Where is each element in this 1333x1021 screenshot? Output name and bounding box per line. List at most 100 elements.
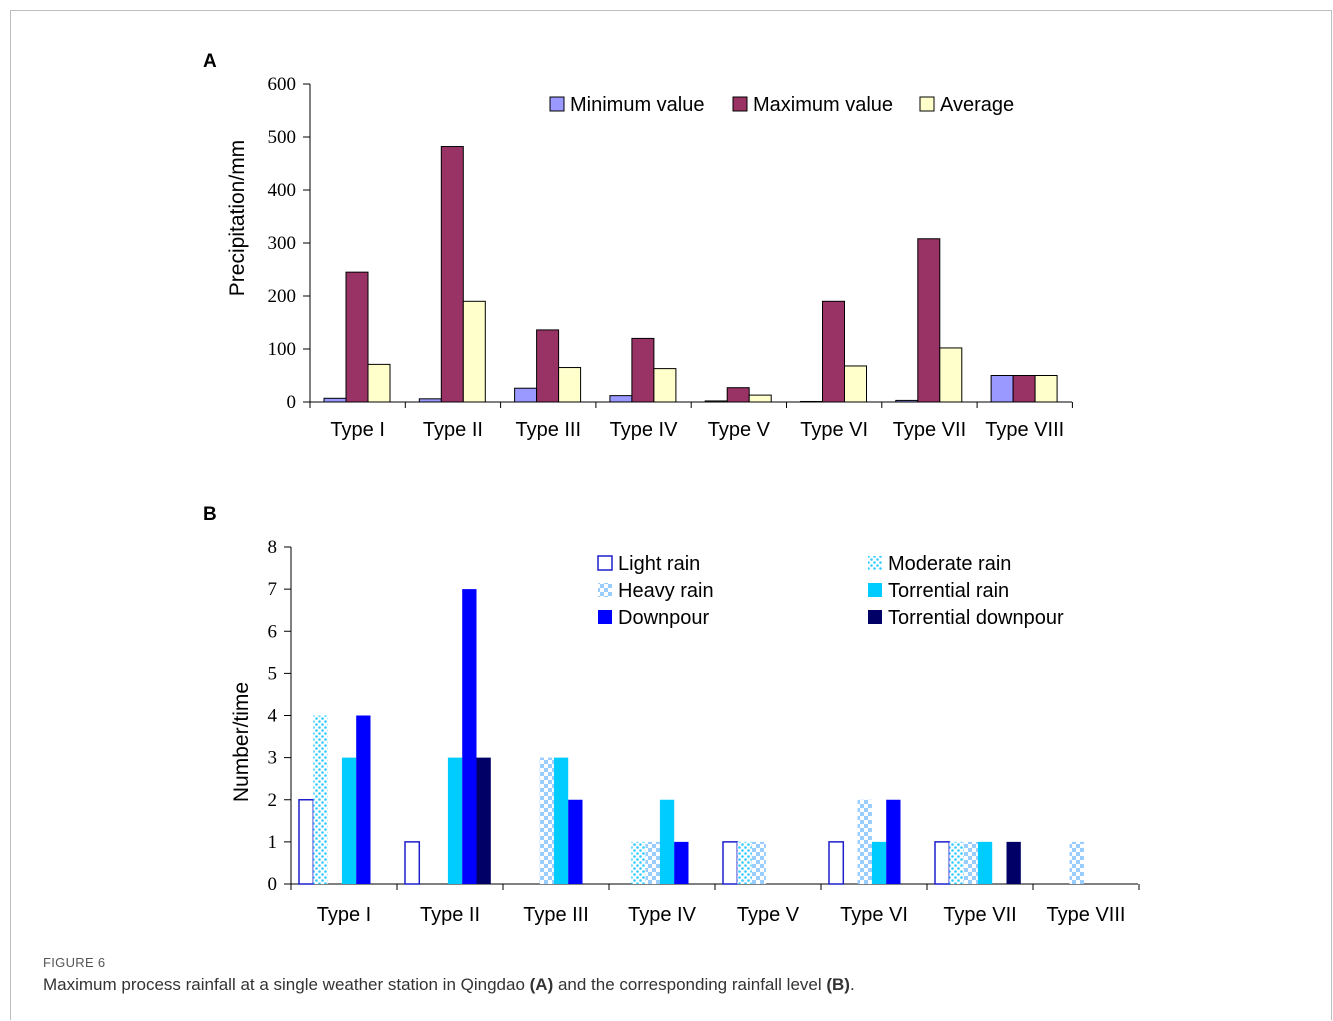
y-tick-label: 200 [268,286,297,307]
bar-b-light-rain-type-v [722,841,739,885]
y-axis-title: Number/time [230,682,253,802]
bar-b-light-rain-type-i [298,799,315,885]
y-tick-label: 0 [268,874,278,895]
caption-text-start: Maximum process rainfall at a single wea… [43,975,530,994]
bar-a-minimum-value-type-iv [609,395,633,403]
chart-b: 0 1 2 3 4 5 6 7 8 Type I Type II Type III Type IV Typ… [230,537,1140,926]
caption-ref-b: (B) [826,975,850,994]
bar-b-torrential-downpour-type-ii [476,757,491,884]
bar-a-minimum-value-type-vi [800,400,823,403]
bar-a-average-type-iii [558,367,582,403]
bar-a-maximum-value-type-v [726,387,750,403]
y-tick-label: 2 [268,790,278,811]
panel-letter-b: B [203,504,217,525]
bar-a-average-type-vii [939,347,963,403]
y-tick-label: 1 [268,832,278,853]
bar-b-moderate-rain-type-i [313,715,328,884]
legend-swatch-maximum-value [732,96,748,112]
bar-b-torrential-downpour-type-vii [1006,841,1021,884]
y-axis-title: Precipitation/mm [226,140,249,296]
legend-swatch-light-rain [597,555,613,571]
bar-b-moderate-rain-type-iv [631,841,646,884]
bar-b-light-rain-type-vi [828,841,845,885]
figure-frame [10,10,1332,1020]
x-tick-label-type-viii: Type VIII [1047,904,1126,926]
legend-label-light-rain: Light rain [618,553,700,575]
y-tick-label: 6 [268,621,278,642]
x-tick-label-type-ii: Type II [423,419,483,441]
bar-b-torrential-rain-type-iii [553,757,569,884]
bar-b-heavy-rain-type-vii [963,841,978,884]
bar-b-downpour-type-vi [886,799,901,884]
legend-swatch-average [919,96,935,112]
bar-a-average-type-v [748,394,772,403]
bar-a-minimum-value-type-ii [418,398,442,403]
bar-b-downpour-type-ii [462,589,477,884]
x-tick-label-type-iv: Type IV [628,904,696,926]
bar-a-maximum-value-type-viii [1012,375,1036,403]
bar-b-downpour-type-i [356,715,371,884]
bar-b-torrential-rain-type-vi [871,841,887,884]
bar-a-average-type-viii [1034,375,1058,403]
legend-swatch-torrential-downpour [868,610,882,624]
bar-b-torrential-rain-type-i [341,757,357,884]
y-tick-label: 3 [268,748,278,769]
bar-a-maximum-value-type-i [345,271,369,403]
bar-a-maximum-value-type-ii [440,146,464,403]
x-tick-label-type-iii: Type III [515,419,581,441]
legend-label-minimum-value: Minimum value [570,94,704,116]
bar-a-minimum-value-type-iii [514,387,538,403]
bar-a-maximum-value-type-vi [822,300,845,403]
x-tick-label-type-v: Type V [737,904,800,926]
chart-a: 0 100 200 300 400 500 600 Type I Type II Type III… [226,74,1073,441]
legend-swatch-downpour [598,610,612,624]
bar-a-minimum-value-type-i [323,397,347,403]
x-tick-label-type-v: Type V [708,419,771,441]
y-tick-label: 0 [287,392,297,413]
bar-a-maximum-value-type-iii [536,329,560,403]
y-tick-label: 600 [268,74,297,95]
bar-a-minimum-value-type-viii [990,375,1014,403]
bar-a-average-type-iv [653,368,677,403]
x-tick-label-type-vi: Type VI [800,419,868,441]
y-tick-label: 400 [268,180,297,201]
bar-b-moderate-rain-type-v [737,841,752,884]
legend-label-average: Average [940,94,1014,116]
legend-swatch-moderate-rain [868,556,882,570]
bar-b-downpour-type-iv [674,841,689,884]
legend-swatch-heavy-rain [598,583,612,597]
y-tick-label: 4 [268,706,278,727]
legend-label-downpour: Downpour [618,607,710,629]
bar-b-heavy-rain-type-viii [1069,841,1084,884]
caption-text-middle: and the corresponding rainfall level [553,975,827,994]
bar-a-average-type-i [367,363,391,403]
figure-caption: Maximum process rainfall at a single wea… [43,975,855,995]
figure-label: FIGURE 6 [43,955,106,970]
bar-a-average-type-vi [844,365,867,403]
legend-label-torrential-downpour: Torrential downpour [888,607,1064,629]
bar-b-light-rain-type-ii [404,841,421,885]
legend-label-moderate-rain: Moderate rain [888,553,1011,575]
bar-b-moderate-rain-type-vii [949,841,964,884]
x-tick-label-type-ii: Type II [420,904,480,926]
bar-b-heavy-rain-type-vi [857,799,872,884]
bar-b-heavy-rain-type-iii [539,757,554,884]
x-tick-label-type-i: Type I [330,419,384,441]
x-tick-label-type-vi: Type VI [840,904,908,926]
legend-swatch-minimum-value [549,96,565,112]
bar-b-heavy-rain-type-iv [645,841,660,884]
y-tick-label: 100 [268,339,297,360]
x-tick-label-type-viii: Type VIII [985,419,1064,441]
legend-label-heavy-rain: Heavy rain [618,580,714,602]
bar-b-torrential-rain-type-iv [659,799,675,884]
x-tick-label-type-vii: Type VII [943,904,1016,926]
caption-ref-a: (A) [529,975,554,994]
legend-label-torrential-rain: Torrential rain [888,580,1009,602]
bar-b-light-rain-type-vii [934,841,951,885]
bar-a-minimum-value-type-v [704,400,728,403]
x-tick-label-type-iv: Type IV [610,419,678,441]
bar-b-heavy-rain-type-v [751,841,766,884]
y-tick-label: 8 [268,537,278,558]
x-tick-label-type-vii: Type VII [893,419,966,441]
